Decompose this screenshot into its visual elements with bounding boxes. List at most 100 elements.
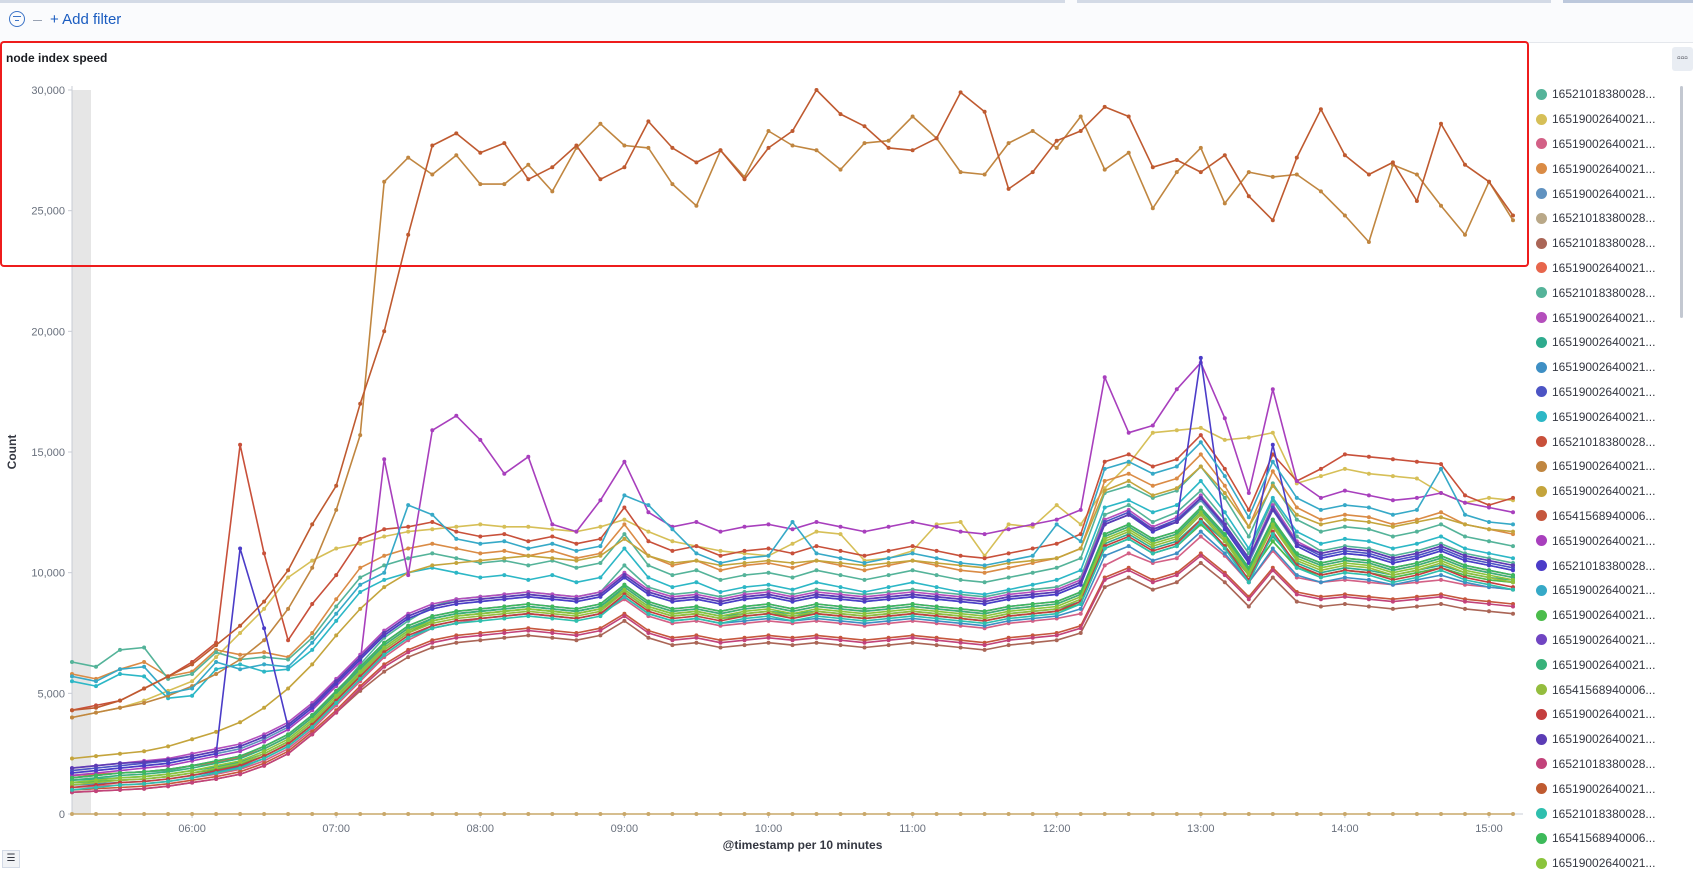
legend-item[interactable]: 16519002640021...	[1536, 578, 1666, 603]
data-point	[1030, 129, 1035, 133]
data-point	[1463, 812, 1467, 816]
data-point	[718, 812, 723, 816]
data-point	[1222, 466, 1227, 471]
data-point	[598, 628, 603, 633]
legend-item[interactable]: 16519002640021...	[1536, 305, 1666, 330]
legend-item[interactable]: 16519002640021...	[1536, 256, 1666, 281]
data-point	[646, 145, 651, 150]
options-icon[interactable]: ▫▫▫	[1672, 47, 1693, 71]
legend-color-swatch	[1536, 88, 1547, 100]
legend-item[interactable]: 16521018380028...	[1536, 801, 1666, 826]
data-point	[1366, 454, 1371, 459]
data-point	[1006, 558, 1011, 563]
legend-label: 16519002640021...	[1552, 459, 1656, 474]
legend-item[interactable]: 16519002640021...	[1536, 628, 1666, 653]
data-point	[190, 693, 195, 698]
data-point	[790, 143, 795, 148]
data-point	[1174, 534, 1179, 539]
data-point	[1439, 462, 1443, 467]
legend-toggle-icon[interactable]: ☰	[2, 850, 20, 868]
data-point	[1006, 575, 1011, 580]
data-point	[910, 148, 915, 153]
add-filter-button[interactable]: + Add filter	[50, 11, 122, 28]
data-point	[814, 580, 819, 585]
data-point	[190, 812, 195, 816]
data-point	[790, 587, 795, 592]
legend-item[interactable]: 16541568940006...	[1536, 826, 1666, 851]
data-point	[622, 546, 627, 551]
data-point	[1102, 522, 1107, 527]
legend-item[interactable]: 16519002640021...	[1536, 181, 1666, 206]
data-point	[622, 143, 627, 148]
data-point	[862, 141, 867, 146]
data-point	[1222, 527, 1227, 532]
legend-item[interactable]: 16521018380028...	[1536, 206, 1666, 231]
legend-item[interactable]: 16521018380028...	[1536, 752, 1666, 777]
data-point	[1294, 479, 1299, 483]
legend-item[interactable]: 16521018380028...	[1536, 280, 1666, 305]
legend-item[interactable]: 16521018380028...	[1536, 429, 1666, 454]
x-tick-label: 08:00	[467, 823, 495, 835]
data-point	[934, 573, 939, 578]
filter-icon[interactable]	[9, 11, 25, 27]
data-point	[766, 582, 771, 587]
data-point	[1318, 522, 1323, 527]
data-point	[934, 616, 939, 621]
data-point	[550, 616, 555, 621]
data-point	[70, 756, 74, 761]
data-point	[1270, 387, 1275, 392]
legend-item[interactable]: 16519002640021...	[1536, 404, 1666, 429]
data-point	[1126, 536, 1131, 541]
data-point	[622, 614, 627, 619]
legend-item[interactable]: 16519002640021...	[1536, 107, 1666, 132]
data-point	[1198, 440, 1203, 445]
data-point	[1487, 558, 1491, 563]
data-point	[670, 606, 675, 611]
legend-item[interactable]: 16519002640021...	[1536, 727, 1666, 752]
data-point	[622, 618, 627, 623]
data-point	[1198, 355, 1203, 360]
legend-item[interactable]: 16521018380028...	[1536, 553, 1666, 578]
x-tick-label: 06:00	[178, 823, 206, 835]
legend-item[interactable]: 16519002640021...	[1536, 355, 1666, 380]
data-point	[1366, 515, 1371, 520]
legend-item[interactable]: 16519002640021...	[1536, 454, 1666, 479]
legend-color-swatch	[1536, 758, 1547, 770]
data-point	[1439, 466, 1443, 471]
legend-item[interactable]: 16519002640021...	[1536, 479, 1666, 504]
legend-item[interactable]: 16521018380028...	[1536, 82, 1666, 107]
legend-color-swatch	[1536, 634, 1547, 646]
legend-item[interactable]: 16519002640021...	[1536, 132, 1666, 157]
legend-color-swatch	[1536, 535, 1547, 547]
legend-item[interactable]: 16541568940006...	[1536, 504, 1666, 529]
data-point	[814, 812, 819, 816]
data-point	[742, 548, 747, 553]
data-point	[286, 657, 291, 662]
data-point	[550, 548, 555, 553]
data-point	[1342, 551, 1347, 556]
data-point	[526, 606, 531, 611]
data-point	[694, 640, 699, 645]
legend-item[interactable]: 16519002640021...	[1536, 156, 1666, 181]
legend-item[interactable]: 16541568940006...	[1536, 677, 1666, 702]
data-point	[286, 732, 291, 737]
data-point	[598, 592, 603, 597]
legend-item[interactable]: 16519002640021...	[1536, 702, 1666, 727]
legend-item[interactable]: 16521018380028...	[1536, 231, 1666, 256]
data-point	[1294, 517, 1299, 522]
data-point	[1342, 524, 1347, 529]
legend-item[interactable]: 16519002640021...	[1536, 851, 1666, 876]
y-tick-label: 20,000	[31, 326, 65, 338]
legend-item[interactable]: 16519002640021...	[1536, 603, 1666, 628]
legend-item[interactable]: 16519002640021...	[1536, 528, 1666, 553]
data-point	[1030, 558, 1035, 563]
data-point	[430, 614, 435, 619]
legend-item[interactable]: 16519002640021...	[1536, 776, 1666, 801]
legend-item[interactable]: 16519002640021...	[1536, 330, 1666, 355]
data-point	[334, 688, 339, 693]
legend-item[interactable]: 16519002640021...	[1536, 652, 1666, 677]
legend-item[interactable]: 16519002640021...	[1536, 380, 1666, 405]
legend-scrollbar[interactable]	[1680, 86, 1683, 318]
y-axis-label: Count	[5, 435, 19, 470]
data-point	[1054, 138, 1059, 143]
